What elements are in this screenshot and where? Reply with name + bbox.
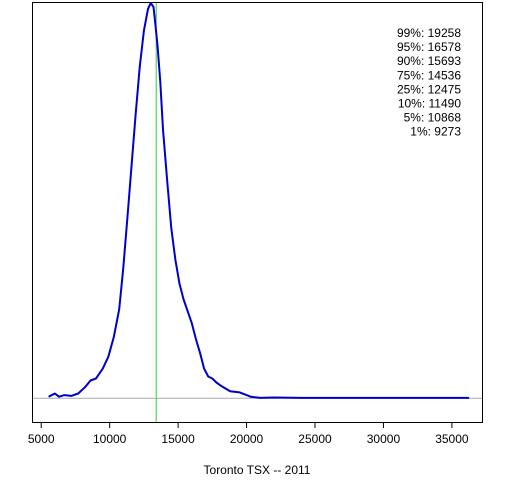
x-tick-label: 5000 xyxy=(28,432,55,446)
x-tick-label: 10000 xyxy=(93,432,127,446)
quantile-label: 75%: 14536 xyxy=(397,68,461,82)
x-tick-label: 25000 xyxy=(298,432,332,446)
quantile-label: 90%: 15693 xyxy=(397,54,461,68)
plot-frame xyxy=(32,2,483,423)
x-tick-label: 35000 xyxy=(435,432,469,446)
x-axis-title: Toronto TSX -- 2011 xyxy=(204,463,311,477)
quantile-label: 10%: 11490 xyxy=(398,97,461,111)
density-line-0 xyxy=(48,2,470,399)
series-layer xyxy=(48,2,470,399)
x-tick-label: 15000 xyxy=(161,432,195,446)
x-tick-label: 30000 xyxy=(367,432,401,446)
x-axis: 5000 10000 15000 20000 25000 30000 35000 xyxy=(28,422,469,446)
x-tick-label: 20000 xyxy=(230,432,264,446)
quantile-label: 99%: 19258 xyxy=(397,26,461,40)
quantile-label: 95%: 16578 xyxy=(397,40,461,54)
quantile-label: 5%: 10868 xyxy=(404,111,462,125)
quantile-label: 1%: 9273 xyxy=(410,125,461,139)
quantile-label: 25%: 12475 xyxy=(397,82,461,96)
